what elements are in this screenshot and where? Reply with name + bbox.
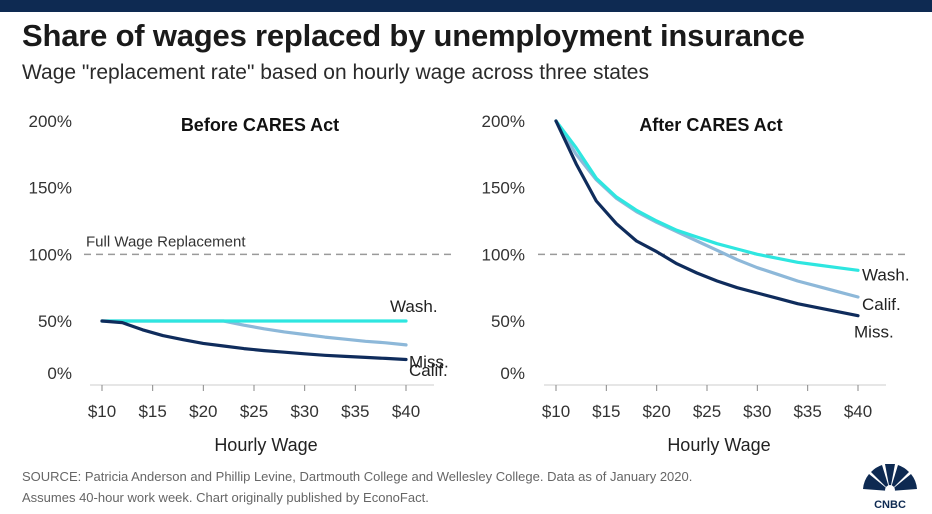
x-tick-label: $20 (642, 402, 670, 421)
x-tick-label: $40 (392, 402, 420, 421)
x-tick-label: $35 (341, 402, 369, 421)
x-tick-label: $30 (743, 402, 771, 421)
x-axis-label: Hourly Wage (667, 435, 770, 455)
x-tick-label: $15 (138, 402, 166, 421)
y-tick-label: 200% (482, 112, 525, 131)
x-tick-label: $35 (793, 402, 821, 421)
x-tick-label: $30 (290, 402, 318, 421)
cnbc-logo-text: CNBC (874, 499, 906, 510)
series-label-calif: Calif. (409, 361, 448, 380)
peacock-icon (863, 464, 917, 495)
y-tick-label: 150% (482, 179, 525, 198)
chart-panel-1: 0% 50% 100% 150% 200% $10 $15 $20 $25 $30 $35 $40 Fu… (29, 112, 454, 455)
series-line-wash (554, 119, 860, 272)
y-tick-label: 100% (482, 245, 525, 264)
top-accent-bar (0, 0, 932, 12)
panel-title: Before CARES Act (181, 115, 339, 135)
x-tick-label: $20 (189, 402, 217, 421)
y-tick-label: 50% (38, 312, 72, 331)
cnbc-peacock-logo: CNBC (863, 464, 917, 510)
series-line-miss (554, 119, 860, 318)
source-line-2: Assumes 40-hour work week. Chart origina… (22, 490, 429, 505)
series-line-miss (100, 319, 408, 362)
x-tick-label: $10 (542, 402, 570, 421)
x-tick-label: $40 (844, 402, 872, 421)
x-tick-label: $25 (240, 402, 268, 421)
chart-subtitle: Wage "replacement rate" based on hourly … (22, 61, 649, 84)
series-label-wash: Wash. (862, 265, 910, 284)
chart-panel-2: 0% 50% 100% 150% 200% $10 $15 $20 $25 $30 $35 $40 Af… (482, 112, 910, 455)
series-label-miss: Miss. (409, 352, 449, 371)
series-label-miss: Miss. (854, 323, 894, 342)
source-note: SOURCE: Patricia Anderson and Phillip Le… (22, 466, 852, 508)
series-line-calif (100, 319, 408, 347)
reference-line-label: Full Wage Replacement (86, 233, 246, 250)
x-tick-label: $10 (88, 402, 116, 421)
source-line-1: SOURCE: Patricia Anderson and Phillip Le… (22, 469, 693, 484)
x-axis-label: Hourly Wage (214, 435, 317, 455)
y-tick-label: 100% (29, 245, 72, 264)
y-tick-label: 200% (29, 112, 72, 131)
series-label-calif: Calif. (862, 295, 901, 314)
series-label-wash: Wash. (390, 297, 438, 316)
y-tick-label: 0% (500, 364, 525, 383)
x-tick-label: $15 (592, 402, 620, 421)
y-tick-label: 0% (47, 364, 72, 383)
panel-title: After CARES Act (639, 115, 782, 135)
y-tick-label: 50% (491, 312, 525, 331)
x-tick-label: $25 (693, 402, 721, 421)
y-tick-label: 150% (29, 179, 72, 198)
chart-title: Share of wages replaced by unemployment … (22, 18, 805, 53)
